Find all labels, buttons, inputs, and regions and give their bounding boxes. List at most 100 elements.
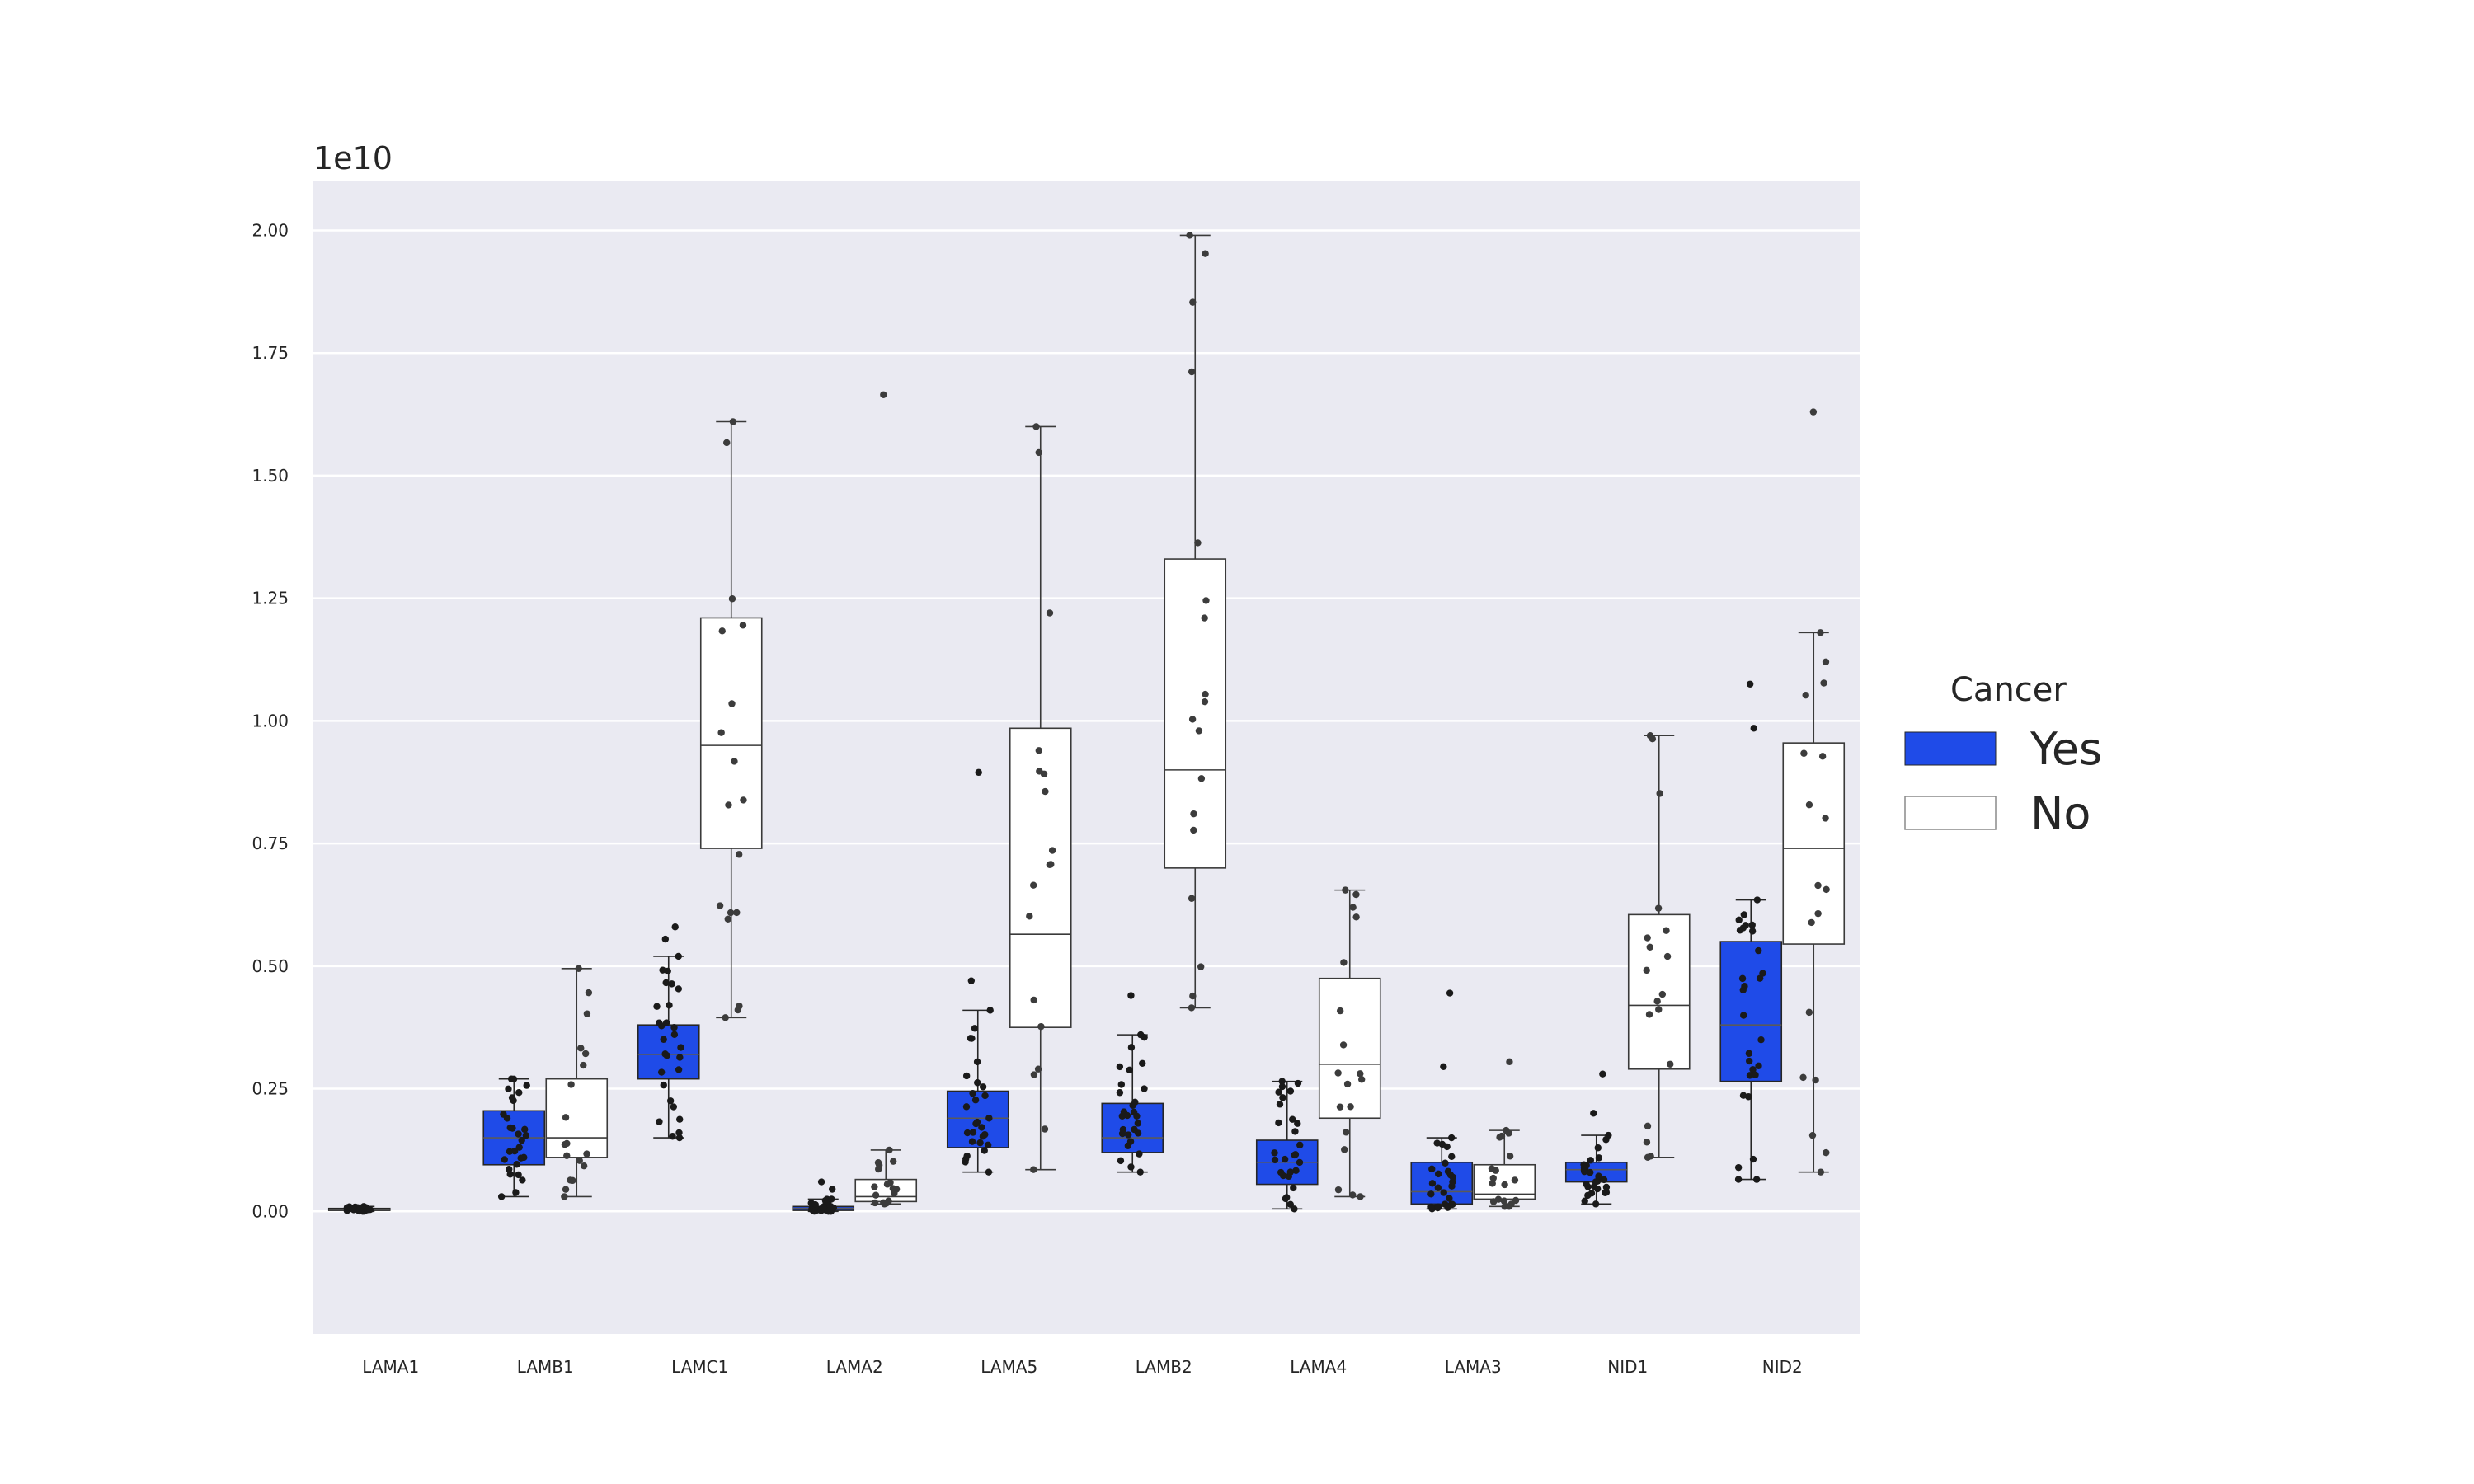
data-point	[497, 1193, 506, 1200]
data-point	[522, 1132, 530, 1139]
data-point	[365, 1205, 372, 1214]
data-point	[1124, 1142, 1132, 1149]
data-point	[1812, 1076, 1819, 1084]
data-point	[580, 1162, 588, 1170]
legend-swatch-yes	[1904, 731, 1997, 766]
strip-points	[343, 232, 1830, 1215]
data-point	[1141, 1033, 1148, 1041]
data-point	[350, 1206, 358, 1214]
data-point	[1595, 1172, 1602, 1180]
y-tick-label: 2.00	[252, 220, 289, 240]
data-point	[1817, 1168, 1825, 1176]
data-point	[1755, 1062, 1762, 1070]
data-point	[1501, 1203, 1508, 1210]
data-point	[1197, 963, 1205, 970]
outlier-point	[671, 923, 679, 931]
box-no-nid2	[1782, 632, 1846, 1173]
data-point	[503, 1115, 511, 1122]
data-point	[1029, 881, 1037, 889]
data-point	[1755, 946, 1762, 955]
outlier-point	[1590, 1110, 1597, 1117]
data-point	[1035, 448, 1042, 457]
outlier-point	[828, 1186, 836, 1193]
data-point	[1046, 861, 1054, 868]
data-point	[1505, 1129, 1512, 1137]
data-point	[663, 1052, 670, 1059]
data-point	[969, 1089, 976, 1097]
data-point	[1271, 1156, 1279, 1164]
data-point	[1447, 1134, 1456, 1142]
data-point	[515, 1144, 523, 1151]
data-point	[1334, 1186, 1343, 1194]
data-point	[1498, 1132, 1506, 1140]
data-point	[1037, 1022, 1045, 1031]
x-tick-label: LAMB1	[517, 1357, 574, 1377]
data-point	[1739, 1092, 1747, 1099]
iqr-box	[699, 617, 763, 849]
iqr-box	[1318, 977, 1381, 1120]
data-point	[657, 1068, 666, 1076]
data-point	[823, 1195, 831, 1203]
data-point	[1428, 1165, 1436, 1173]
data-point	[1489, 1174, 1497, 1182]
data-point	[521, 1125, 529, 1134]
legend-label-no: No	[2030, 787, 2091, 839]
data-point	[1823, 885, 1830, 894]
data-point	[1757, 1036, 1765, 1044]
data-point	[1658, 990, 1667, 998]
data-point	[675, 952, 682, 960]
data-point	[660, 1081, 667, 1089]
data-point	[1357, 1193, 1364, 1200]
data-point	[967, 1035, 975, 1042]
data-point	[356, 1205, 364, 1212]
data-point	[979, 1083, 987, 1091]
data-point	[1357, 1070, 1364, 1078]
data-point	[581, 1050, 590, 1058]
data-point	[1489, 1180, 1496, 1187]
box-yes-nid2	[1719, 899, 1783, 1181]
data-point	[1501, 1181, 1508, 1189]
data-point	[733, 909, 741, 917]
data-point	[1289, 1115, 1296, 1123]
outlier-point	[1809, 408, 1818, 416]
data-point	[1127, 1163, 1135, 1171]
data-point	[1738, 974, 1747, 983]
data-point	[510, 1075, 518, 1083]
data-point	[561, 1193, 568, 1200]
data-point	[739, 622, 747, 629]
iqr-box	[1627, 913, 1691, 1070]
iqr-box	[1410, 1161, 1474, 1205]
data-point	[656, 1118, 663, 1125]
box-no-lamb2	[1164, 234, 1227, 1009]
data-point	[981, 1130, 989, 1139]
data-point	[1602, 1189, 1609, 1196]
data-point	[575, 965, 582, 973]
data-point	[1820, 679, 1827, 687]
data-point	[1275, 1119, 1282, 1127]
data-point	[1357, 1076, 1366, 1083]
data-point	[501, 1156, 508, 1163]
data-point	[1278, 1082, 1286, 1091]
data-point	[662, 979, 670, 987]
data-point	[1026, 913, 1033, 920]
data-point	[562, 1114, 570, 1121]
boxes	[327, 234, 1846, 1213]
data-point	[1667, 1060, 1674, 1068]
data-point	[1448, 1153, 1456, 1160]
x-tick-label: LAMA5	[981, 1357, 1037, 1377]
data-point	[1649, 735, 1657, 743]
data-point	[718, 627, 726, 635]
data-point	[506, 1148, 514, 1155]
data-point	[506, 1124, 514, 1132]
data-point	[1352, 913, 1360, 921]
data-point	[1740, 1012, 1747, 1019]
data-point	[969, 1129, 977, 1136]
outlier-point	[1599, 1070, 1606, 1078]
data-point	[1593, 1185, 1602, 1193]
data-point	[1278, 1078, 1286, 1085]
data-point	[1753, 896, 1761, 904]
data-point	[1663, 952, 1672, 960]
data-point	[1444, 1204, 1451, 1211]
data-point	[1759, 970, 1766, 977]
data-point	[963, 1129, 971, 1137]
